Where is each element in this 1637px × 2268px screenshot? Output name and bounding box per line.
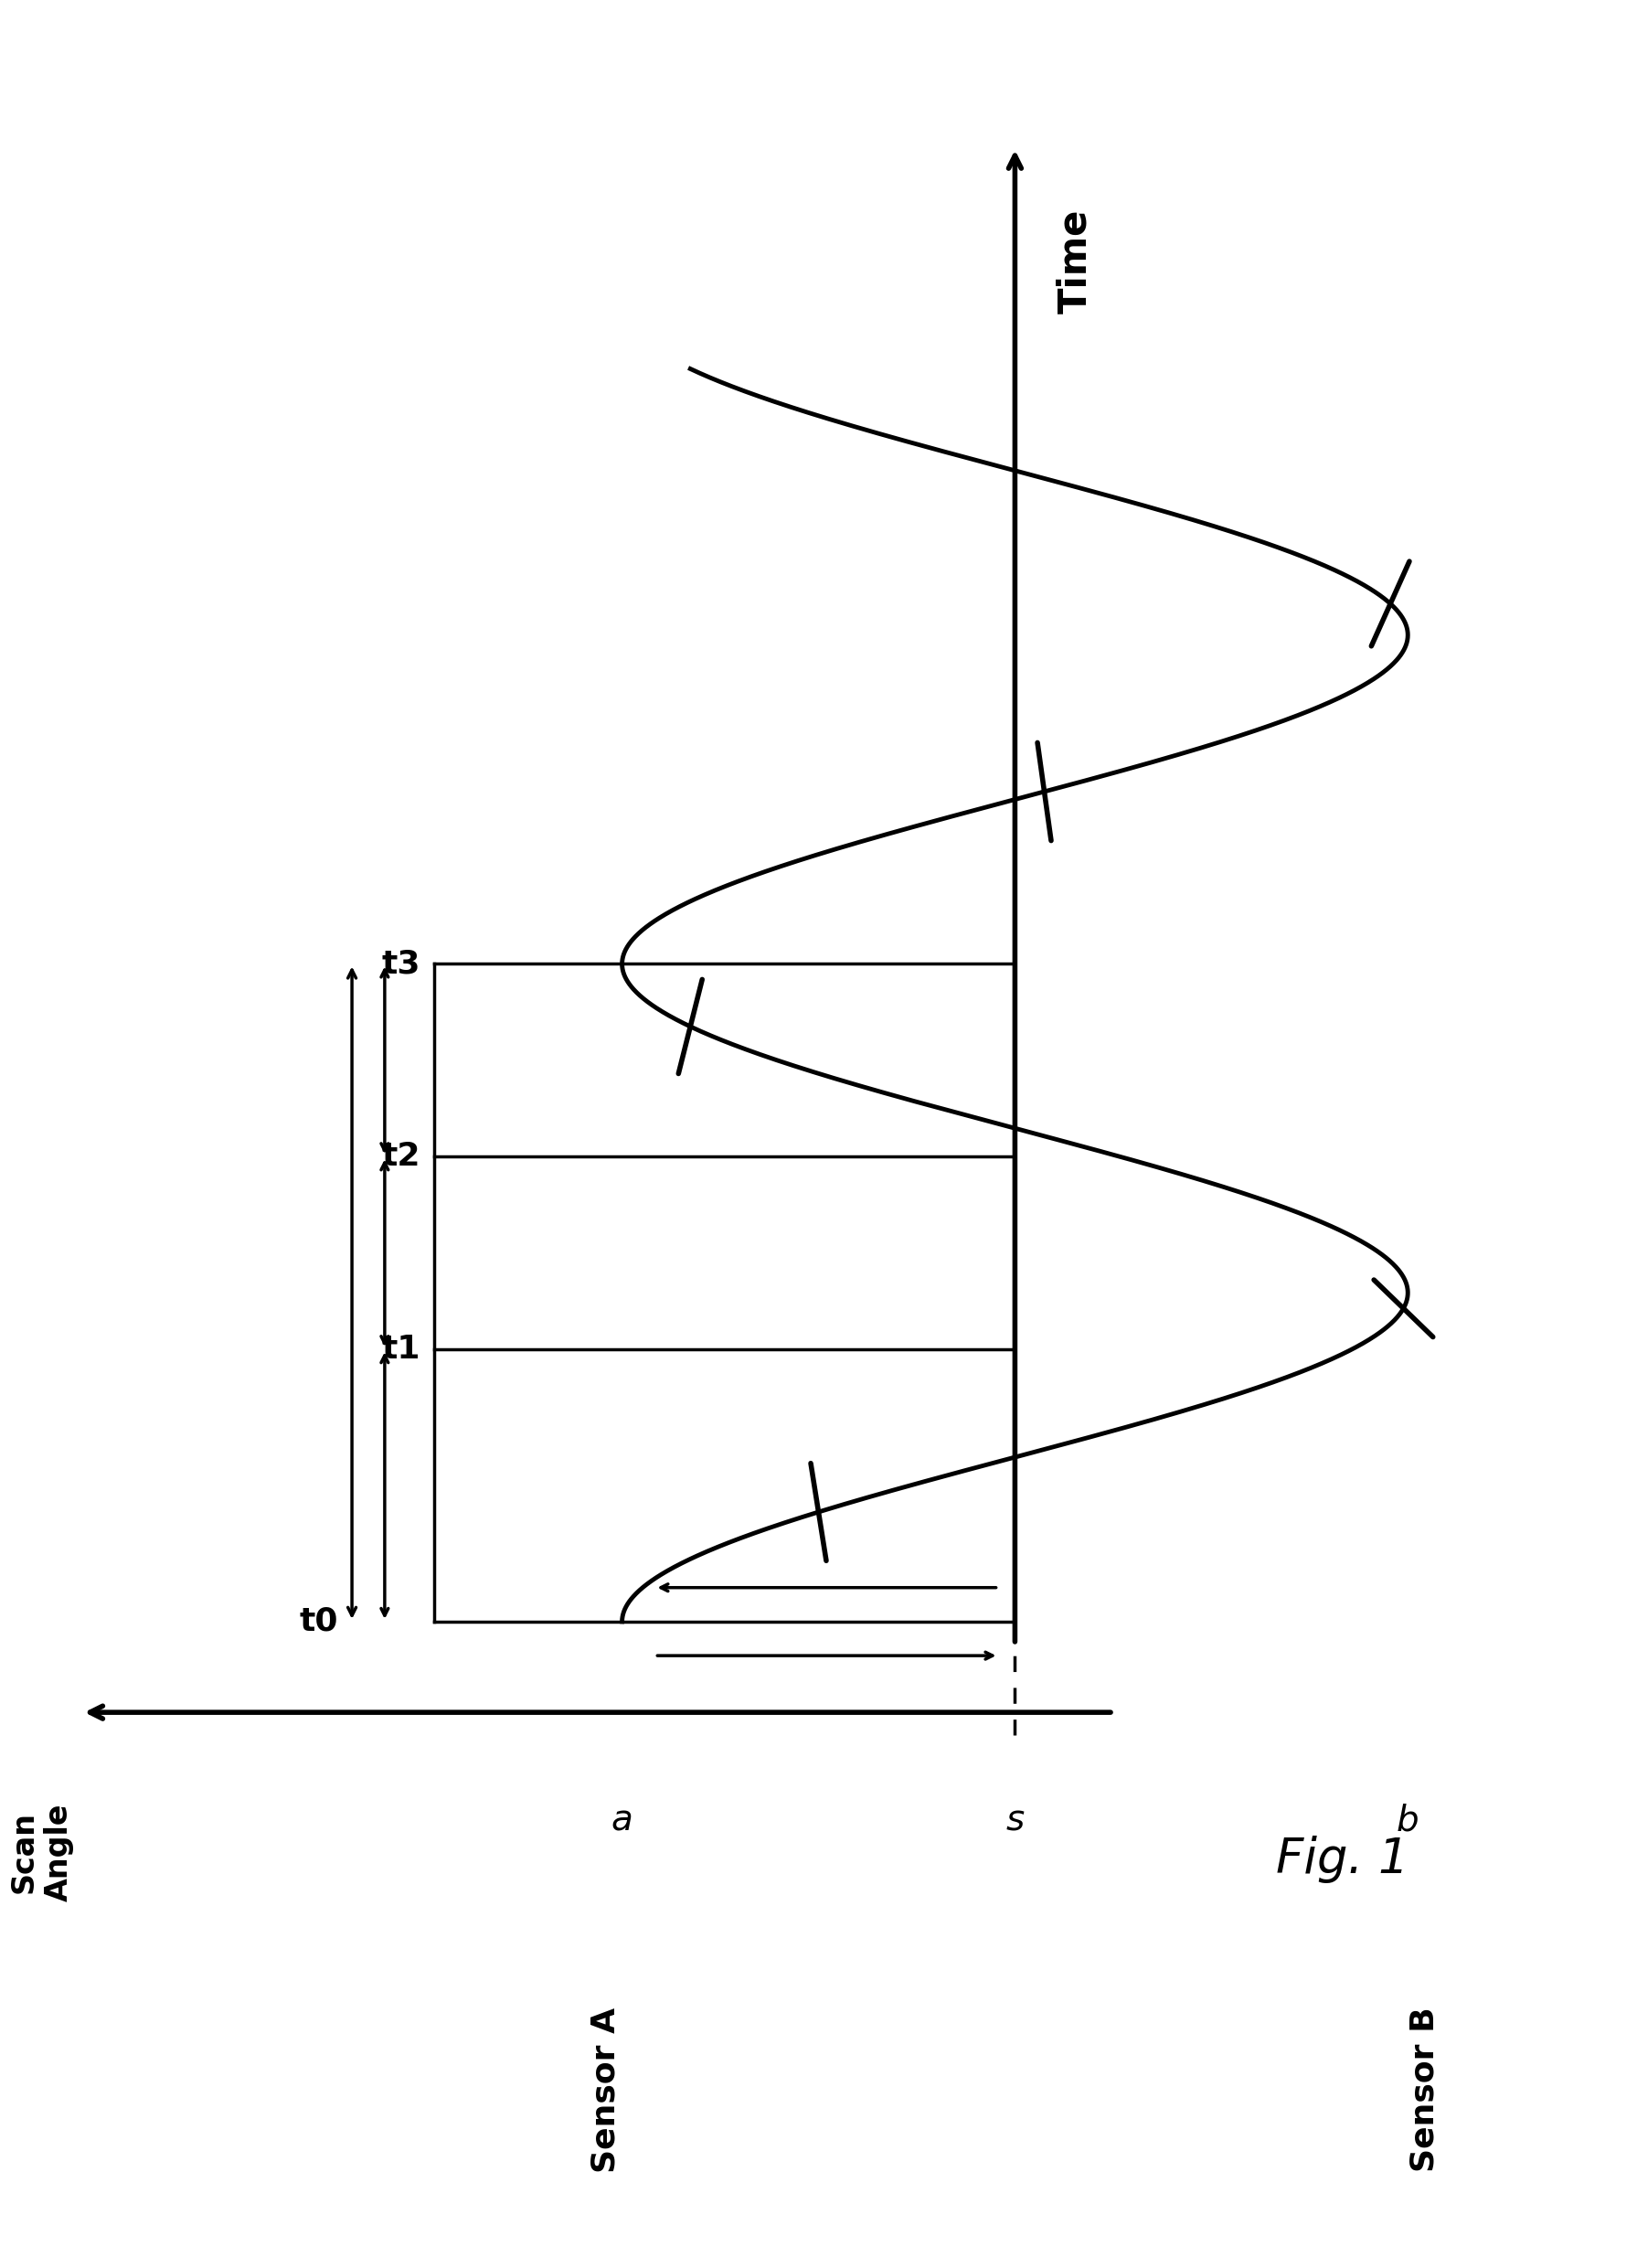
Text: s: s [1005,1803,1025,1837]
Text: a: a [611,1803,634,1837]
Text: Fig. 1: Fig. 1 [1275,1837,1409,1882]
Text: Time: Time [1056,209,1094,313]
Text: t0: t0 [300,1606,339,1637]
Text: t2: t2 [381,1141,421,1173]
Text: Sensor A: Sensor A [591,2007,620,2173]
Text: b: b [1396,1803,1419,1837]
Text: Sensor B: Sensor B [1409,2007,1439,2173]
Text: t1: t1 [381,1334,421,1365]
Text: Scan
Angle: Scan Angle [8,1803,74,1901]
Text: t3: t3 [381,948,421,980]
